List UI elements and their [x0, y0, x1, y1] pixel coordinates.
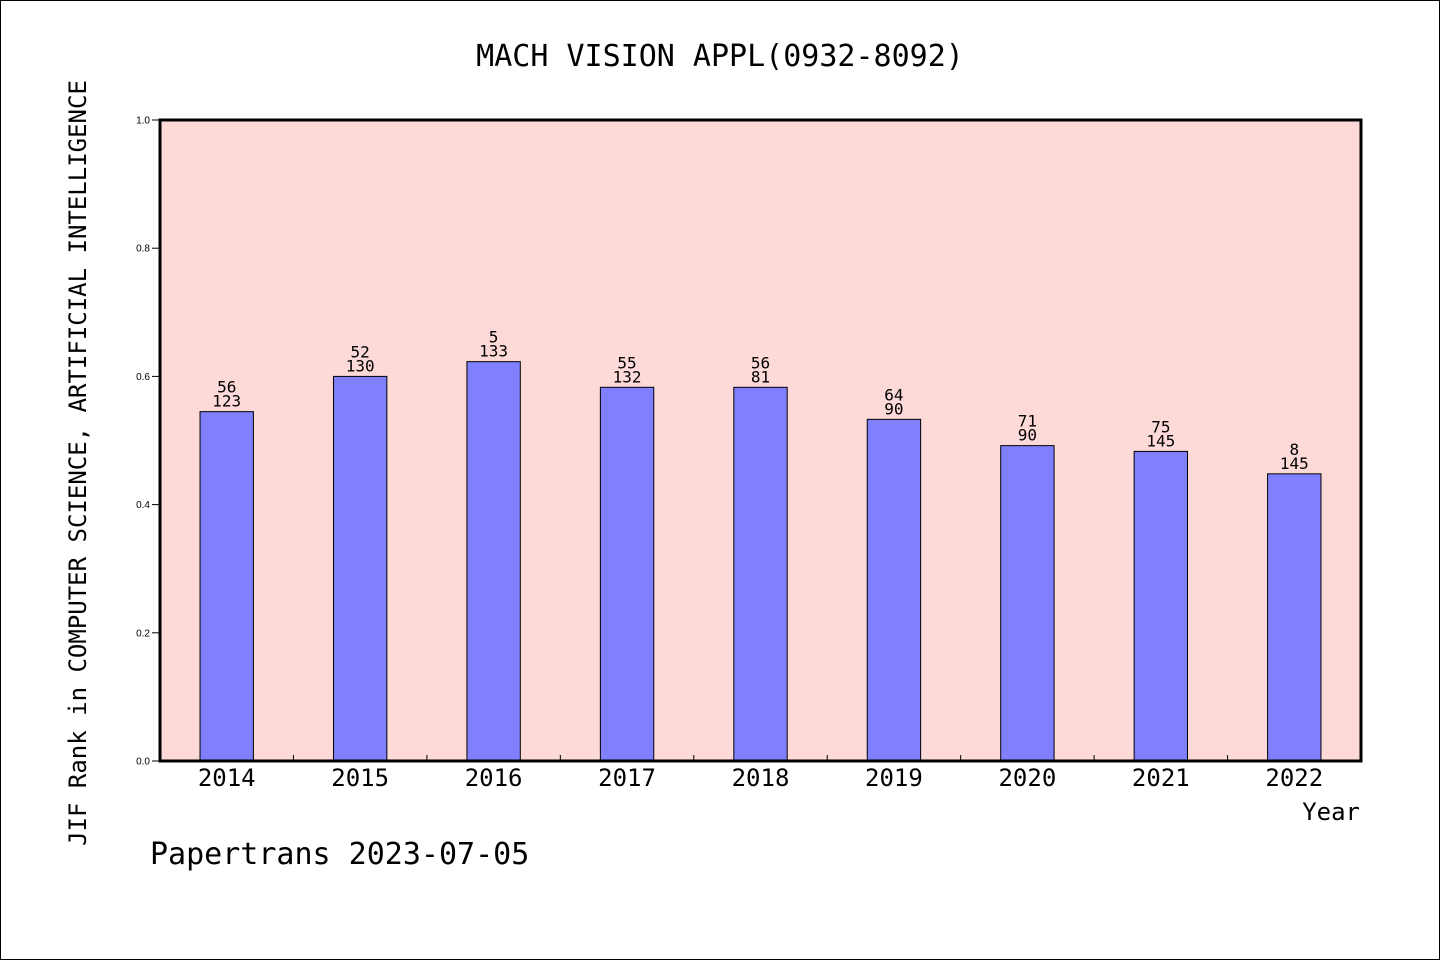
bar-rank-label: 8: [1289, 440, 1299, 459]
y-axis-label: JIF Rank in COMPUTER SCIENCE, ARTIFICIAL…: [64, 80, 92, 846]
bar-total-label: 133: [479, 342, 508, 361]
bar-2018: [733, 386, 788, 762]
bar-total-label: 132: [613, 367, 642, 386]
plot-border: [158, 118, 1363, 763]
bar-total-label: 130: [346, 356, 375, 375]
bar-rank-label: 64: [884, 385, 903, 404]
x-tick-label: 2014: [198, 764, 256, 792]
bar-total-label: 90: [1018, 426, 1037, 445]
bar-rank-label: 55: [617, 353, 636, 372]
x-tick-label: 2017: [598, 764, 656, 792]
bar-rank-label: 52: [351, 342, 370, 361]
bar-2015: [332, 375, 388, 762]
footer-text: Papertrans 2023-07-05: [150, 837, 529, 872]
y-tick-label: 0.0: [136, 757, 150, 768]
x-tick-label: 2021: [1132, 764, 1190, 792]
x-tick-label: 2022: [1265, 764, 1323, 792]
bar-rank-label: 75: [1151, 417, 1170, 436]
bar-2014: [199, 411, 254, 762]
bar-rank-label: 56: [217, 378, 236, 397]
x-tick-label: 2019: [865, 764, 923, 792]
chart-title: MACH VISION APPL(0932-8092): [476, 39, 964, 74]
y-tick-label: 0.8: [136, 244, 150, 255]
bar-2016: [466, 361, 521, 762]
y-tick-label: 1.0: [136, 116, 150, 127]
bar-2020: [1000, 445, 1055, 762]
bar-rank-label: 5: [489, 328, 499, 347]
x-axis-label: Year: [1302, 798, 1360, 826]
bar-rank-label: 56: [751, 353, 770, 372]
bar-total-label: 81: [751, 367, 770, 386]
bar-2021: [1133, 450, 1189, 762]
bar-total-label: 123: [212, 392, 241, 411]
bar-2017: [599, 386, 655, 762]
x-tick-label: 2016: [465, 764, 523, 792]
bar-2019: [866, 418, 922, 762]
x-tick-label: 2018: [732, 764, 790, 792]
y-tick-label: 0.6: [136, 372, 150, 383]
y-tick-label: 0.2: [136, 628, 150, 639]
bar-rank-label: 71: [1018, 412, 1037, 431]
x-tick-label: 2020: [998, 764, 1056, 792]
x-tick-label: 2015: [331, 764, 389, 792]
bar-total-label: 145: [1146, 431, 1175, 450]
bar-2022: [1267, 473, 1322, 762]
bar-total-label: 90: [884, 399, 903, 418]
y-tick-label: 0.4: [136, 500, 150, 511]
bar-total-label: 145: [1280, 454, 1309, 473]
